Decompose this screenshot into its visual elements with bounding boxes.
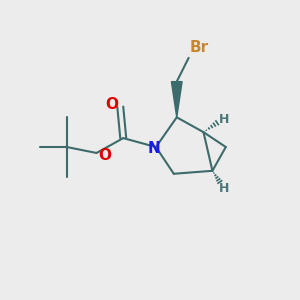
Text: H: H xyxy=(219,113,230,126)
Text: Br: Br xyxy=(190,40,209,55)
Text: O: O xyxy=(98,148,111,164)
Text: O: O xyxy=(106,97,118,112)
Polygon shape xyxy=(171,82,182,117)
Text: N: N xyxy=(148,141,161,156)
Text: H: H xyxy=(219,182,230,195)
